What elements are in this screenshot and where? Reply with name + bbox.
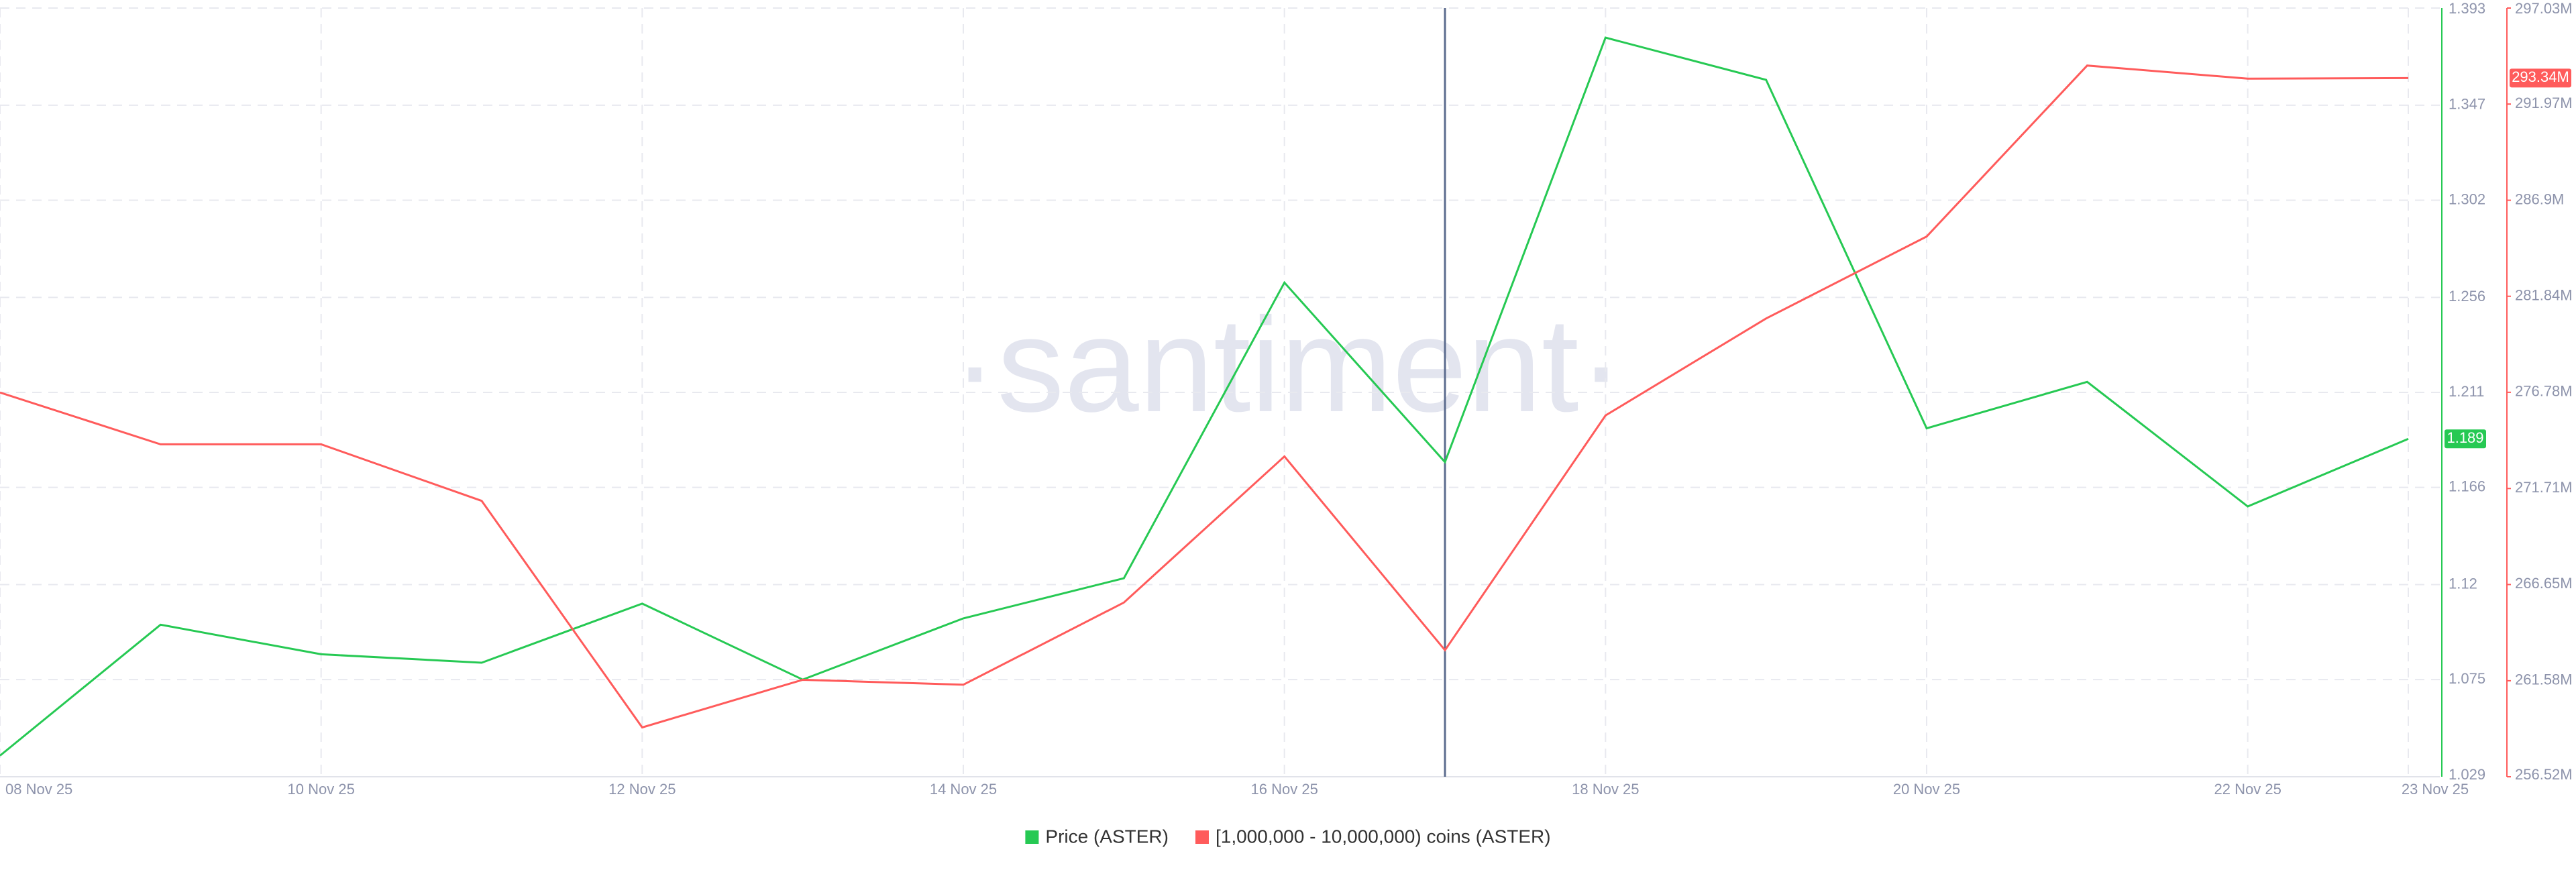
y-tick-label: 1.166 <box>2449 478 2485 494</box>
legend-label: Price (ASTER) <box>1045 826 1169 847</box>
y2-tick-label: 286.9M <box>2515 190 2564 207</box>
x-tick-label: 18 Nov 25 <box>1572 781 1639 798</box>
y-tick-label: 1.302 <box>2449 190 2485 207</box>
x-tick-label: 12 Nov 25 <box>608 781 676 798</box>
last-value-badge <box>2510 68 2571 88</box>
y2-tick-label: 271.71M <box>2515 479 2573 496</box>
legend-label: [1,000,000 - 10,000,000) coins (ASTER) <box>1216 826 1551 847</box>
y2-tick-label: 281.84M <box>2515 287 2573 304</box>
y-tick-label: 1.393 <box>2449 0 2485 17</box>
y2-tick-label: 297.03M <box>2515 0 2573 17</box>
x-tick-label: 23 Nov 25 <box>2402 781 2469 798</box>
last-value-label: 1.189 <box>2447 429 2483 446</box>
y2-tick-label: 256.52M <box>2515 766 2573 783</box>
y-tick-label: 1.256 <box>2449 288 2485 305</box>
legend: Price (ASTER) [1,000,000 - 10,000,000) co… <box>1025 826 1551 847</box>
y2-tick-label: 261.58M <box>2515 671 2573 688</box>
x-tick-label: 16 Nov 25 <box>1251 781 1318 798</box>
series-line <box>0 64 2409 729</box>
y-tick-label: 1.029 <box>2449 766 2485 783</box>
y-tick-label: 1.211 <box>2449 383 2484 400</box>
watermark: ·santiment· <box>953 290 1623 440</box>
y2-tick-label: 266.65M <box>2515 575 2573 592</box>
x-tick-label: 20 Nov 25 <box>1893 781 1960 798</box>
series-line <box>0 36 2409 757</box>
last-value-label: 293.34M <box>2512 68 2569 85</box>
y-tick-label: 1.075 <box>2449 670 2485 687</box>
x-tick-label: 10 Nov 25 <box>288 781 355 798</box>
legend-swatch <box>1025 830 1039 844</box>
x-tick-label: 22 Nov 25 <box>2214 781 2282 798</box>
legend-swatch <box>1195 830 1209 844</box>
y-tick-label: 1.347 <box>2449 96 2485 113</box>
x-tick-label: 08 Nov 25 <box>5 781 72 798</box>
y-tick-label: 1.12 <box>2449 575 2477 592</box>
x-tick-label: 14 Nov 25 <box>930 781 997 798</box>
last-value-badge <box>2445 429 2486 449</box>
y2-tick-label: 276.78M <box>2515 383 2573 400</box>
y2-tick-label: 291.97M <box>2515 95 2573 111</box>
